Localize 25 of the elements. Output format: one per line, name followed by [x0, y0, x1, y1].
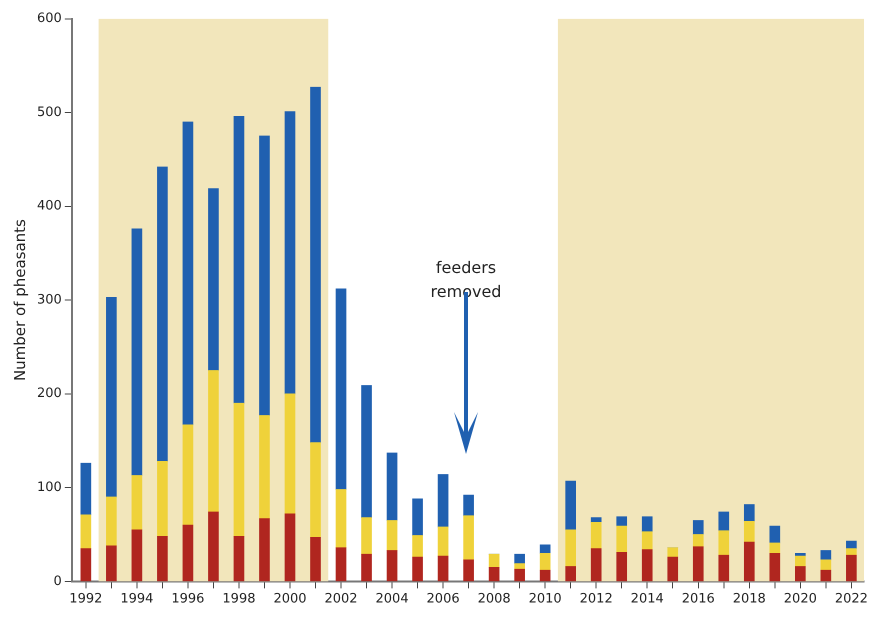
x-tick-label: 2002 [324, 592, 358, 607]
x-tick-label: 2006 [426, 592, 460, 607]
x-tick-label: 2004 [376, 592, 409, 607]
x-tick-label: 2012 [580, 592, 613, 607]
y-axis-title: Number of pheasants [10, 218, 29, 382]
x-tick-label: 2010 [528, 592, 562, 607]
x-tick-label: 1998 [222, 592, 256, 607]
x-tick-label: 1996 [171, 592, 204, 607]
y-tick-label: 0 [54, 574, 62, 589]
x-tick-label: 2014 [630, 592, 664, 607]
x-tick-label: 2020 [784, 592, 817, 607]
x-tick-label: 1992 [69, 592, 102, 607]
x-tick-label: 1994 [120, 592, 154, 607]
y-tick-label: 500 [36, 104, 62, 120]
y-tick-label: 400 [36, 198, 62, 214]
y-tick-label: 200 [36, 386, 62, 402]
y-tick-label: 100 [36, 480, 62, 496]
x-tick-label: 2000 [273, 592, 307, 607]
annotation: feeders removed [430, 257, 502, 303]
y-tick-label: 600 [36, 11, 62, 26]
x-tick-label: 2008 [478, 592, 511, 607]
x-tick-label: 2022 [834, 592, 868, 607]
x-tick-label: 2018 [732, 592, 766, 607]
x-tick-label: 2016 [682, 592, 715, 607]
y-tick-label: 300 [36, 292, 62, 308]
